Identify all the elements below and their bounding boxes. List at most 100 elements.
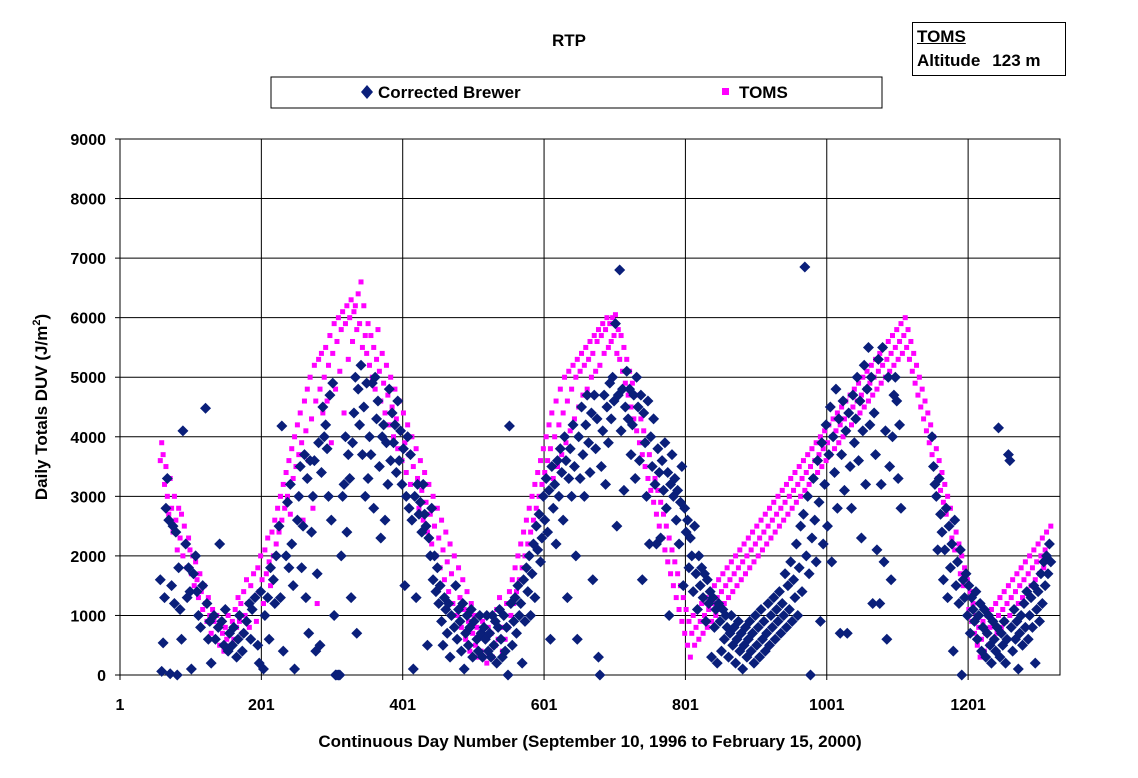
- brewer-point: [168, 598, 180, 610]
- toms-point: [689, 630, 695, 636]
- brewer-point: [262, 592, 274, 604]
- toms-point: [928, 422, 934, 428]
- brewer-point: [687, 586, 699, 598]
- brewer-point: [308, 455, 320, 467]
- brewer-point: [249, 592, 261, 604]
- toms-point: [324, 398, 330, 404]
- toms-point: [645, 475, 651, 481]
- x-tick-label: 1: [116, 697, 125, 714]
- brewer-point: [823, 449, 835, 461]
- toms-point: [171, 493, 177, 499]
- toms-point: [956, 541, 962, 547]
- brewer-point: [690, 568, 702, 580]
- toms-point: [840, 434, 846, 440]
- toms-point: [303, 428, 309, 434]
- toms-point: [542, 470, 548, 476]
- brewer-point: [200, 402, 212, 414]
- toms-point: [509, 577, 515, 583]
- brewer-point: [436, 615, 448, 627]
- brewer-point: [188, 568, 200, 580]
- toms-point: [177, 535, 183, 541]
- brewer-point: [518, 574, 530, 586]
- toms-point: [539, 481, 545, 487]
- brewer-point: [427, 574, 439, 586]
- brewer-point: [315, 467, 327, 479]
- toms-point: [357, 321, 363, 327]
- brewer-point: [632, 401, 644, 413]
- info-altitude: Altitude 123 m: [917, 49, 1065, 73]
- brewer-point: [358, 401, 370, 413]
- toms-point: [535, 470, 541, 476]
- brewer-point: [682, 514, 694, 526]
- toms-point: [546, 422, 552, 428]
- brewer-point: [790, 538, 802, 550]
- brewer-point: [491, 657, 503, 669]
- toms-point: [701, 612, 707, 618]
- toms-point: [655, 487, 661, 493]
- toms-point: [465, 618, 471, 624]
- brewer-point: [874, 598, 886, 610]
- brewer-point: [255, 586, 267, 598]
- brewer-point: [289, 663, 301, 675]
- toms-point: [375, 327, 381, 333]
- brewer-point: [797, 508, 809, 520]
- toms-point: [447, 541, 453, 547]
- toms-point: [513, 589, 519, 595]
- toms-point: [747, 565, 753, 571]
- toms-point: [280, 481, 286, 487]
- toms-point: [393, 416, 399, 422]
- toms-point: [382, 410, 388, 416]
- brewer-point: [246, 603, 258, 615]
- brewer-point: [819, 478, 831, 490]
- toms-point: [758, 517, 764, 523]
- toms-point: [523, 517, 529, 523]
- toms-point: [887, 368, 893, 374]
- brewer-point: [783, 603, 795, 615]
- brewer-point: [1026, 621, 1038, 633]
- toms-point: [1022, 559, 1028, 565]
- brewer-point: [980, 651, 992, 663]
- toms-point: [809, 446, 815, 452]
- toms-point: [193, 559, 199, 565]
- brewer-point: [659, 437, 671, 449]
- brewer-point: [786, 615, 798, 627]
- toms-point: [443, 529, 449, 535]
- brewer-point: [807, 472, 819, 484]
- toms-point: [718, 589, 724, 595]
- brewer-point: [810, 556, 822, 568]
- toms-point: [781, 517, 787, 523]
- toms-point: [734, 583, 740, 589]
- toms-point: [675, 571, 681, 577]
- toms-point: [679, 618, 685, 624]
- toms-point: [730, 589, 736, 595]
- toms-point: [816, 452, 822, 458]
- brewer-point: [437, 639, 449, 651]
- toms-point: [461, 606, 467, 612]
- brewer-point: [964, 627, 976, 639]
- brewer-point: [837, 395, 849, 407]
- brewer-point: [895, 502, 907, 514]
- brewer-point: [625, 449, 637, 461]
- brewer-point: [967, 603, 979, 615]
- brewer-point: [197, 580, 209, 592]
- toms-point: [554, 464, 560, 470]
- brewer-point: [495, 633, 507, 645]
- toms-point: [391, 434, 397, 440]
- brewer-point: [420, 520, 432, 532]
- brewer-point: [660, 502, 672, 514]
- toms-point: [365, 321, 371, 327]
- legend-marker-toms: [722, 88, 729, 95]
- toms-point: [822, 428, 828, 434]
- brewer-point: [645, 431, 657, 443]
- brewer-point: [166, 580, 178, 592]
- toms-point: [285, 493, 291, 499]
- brewer-point: [1017, 639, 1029, 651]
- brewer-point: [171, 669, 183, 681]
- toms-point: [908, 338, 914, 344]
- toms-point: [176, 505, 182, 511]
- toms-point: [595, 327, 601, 333]
- toms-point: [400, 410, 406, 416]
- toms-point: [745, 535, 751, 541]
- toms-point: [603, 327, 609, 333]
- brewer-point: [595, 461, 607, 473]
